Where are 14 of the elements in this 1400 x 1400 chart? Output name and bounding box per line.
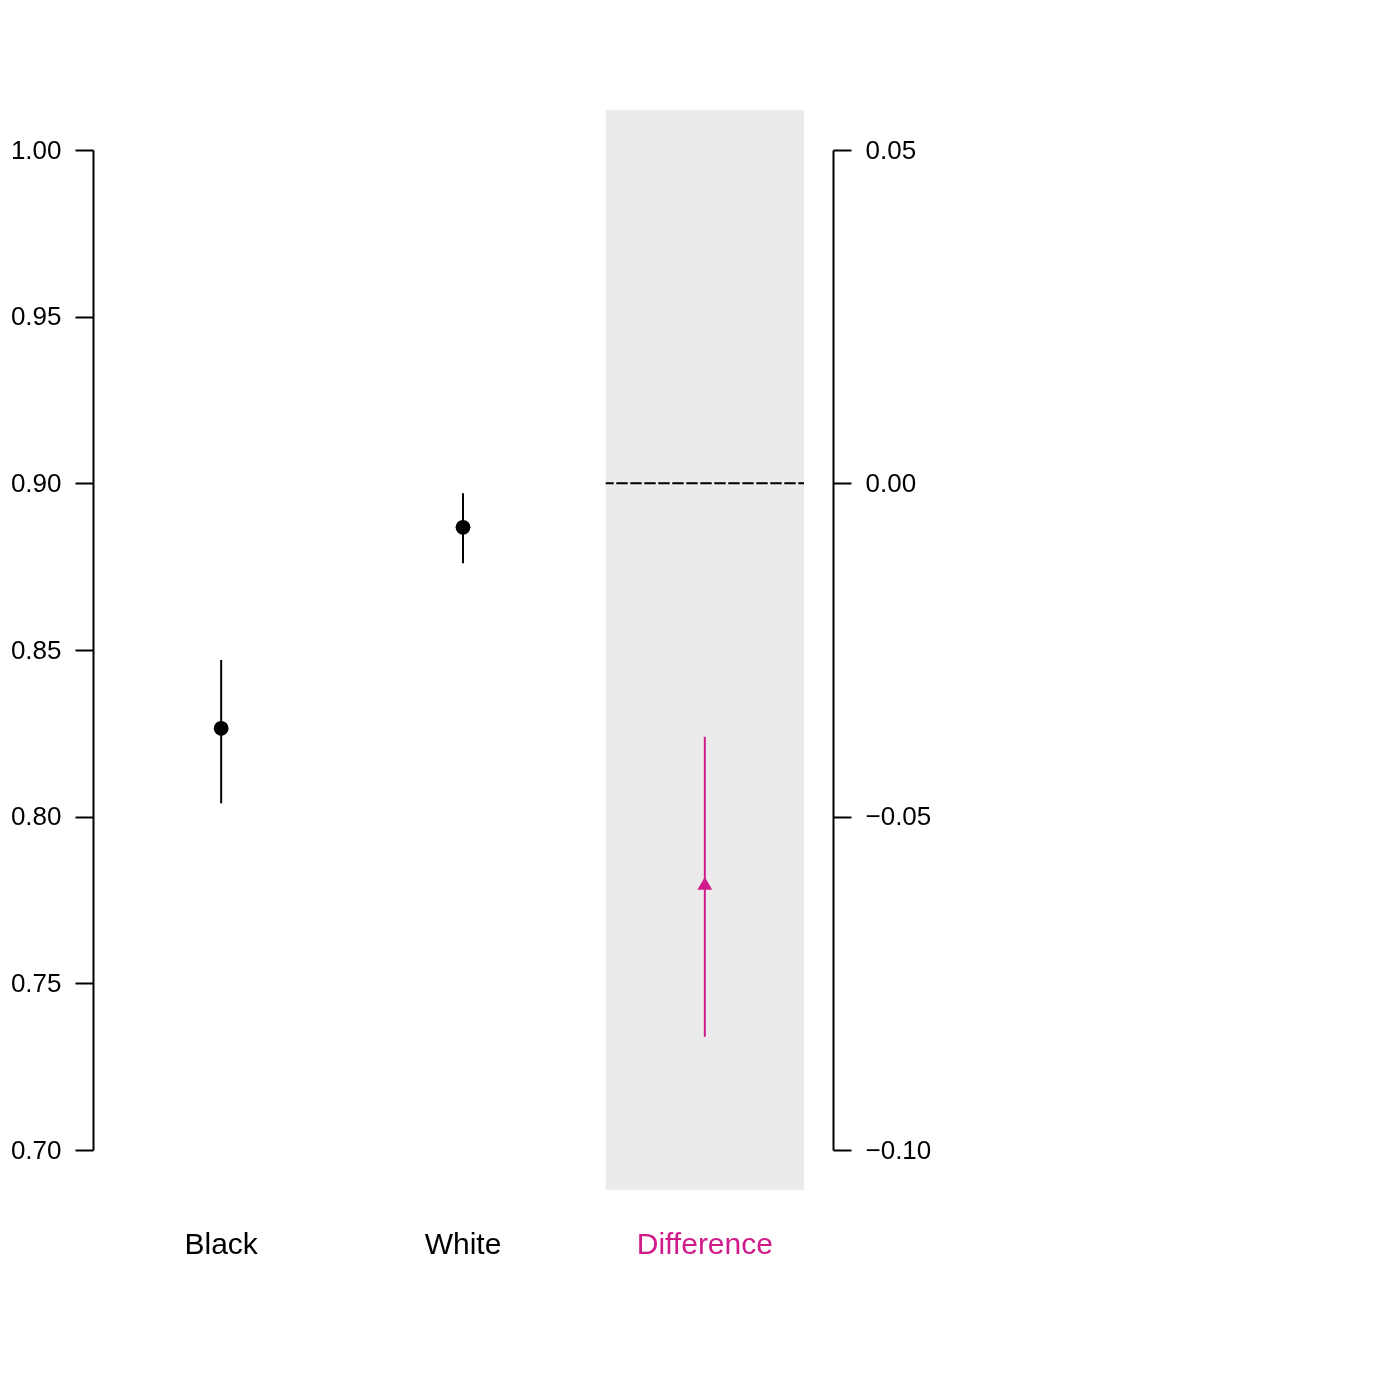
x-tick-label: Difference: [636, 1227, 773, 1260]
y-tick-label: 1.00: [10, 134, 62, 165]
y2-tick-label: −0.05: [865, 801, 932, 832]
y2-tick-label: −0.10: [865, 1134, 932, 1165]
y-tick-label: 0.95: [10, 301, 62, 332]
y-tick-label: 0.80: [10, 801, 62, 832]
y-tick-label: 0.85: [10, 634, 62, 665]
y-tick-label: 0.75: [10, 967, 62, 998]
y2-tick-label: 0.05: [865, 134, 917, 165]
y-tick-label: 0.70: [10, 1134, 62, 1165]
y2-tick-label: 0.00: [865, 467, 917, 498]
y-tick-label: 0.90: [10, 467, 62, 498]
x-tick-label: White: [424, 1227, 502, 1260]
x-tick-label: Black: [184, 1227, 259, 1260]
